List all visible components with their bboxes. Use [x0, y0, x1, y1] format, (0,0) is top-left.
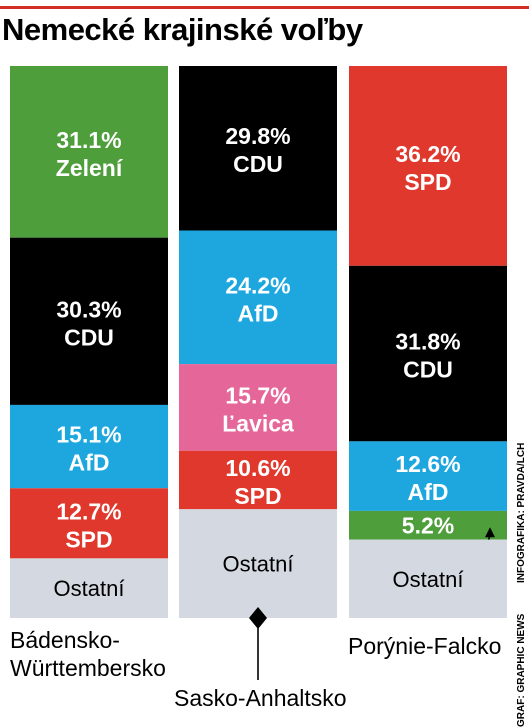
party-label-1-3: SPD — [234, 483, 281, 509]
value-label-1-2: 15.7% — [225, 382, 290, 408]
party-label-0-1: CDU — [64, 324, 114, 350]
party-label-2-1: CDU — [403, 357, 453, 383]
value-label-2-2: 12.6% — [395, 451, 460, 477]
party-label-1-2: Ľavica — [222, 410, 294, 436]
bar-segment-1-0 — [179, 66, 337, 231]
bar-segment-2-0 — [349, 66, 507, 266]
credit-source: GRAF: GRAPHIC NEWS — [516, 613, 527, 727]
party-label-1-1: AfD — [238, 300, 279, 326]
bar-segment-0-1 — [10, 237, 168, 405]
other-label-1: Ostatní — [223, 552, 294, 577]
bar-segment-2-3 — [349, 510, 507, 540]
bar-segment-0-3 — [10, 488, 168, 559]
bar-segment-0-4 — [10, 558, 168, 618]
credit-infographic: INFOGRAFIKA: PRAVDA/LCH — [516, 442, 527, 583]
party-label-2-2: AfD — [408, 479, 449, 505]
bar-segment-0-0 — [10, 66, 168, 238]
category-label-badensko: Bádensko- Württembersko — [10, 627, 166, 681]
bar-segment-2-4 — [349, 539, 507, 618]
value-label-1-3: 10.6% — [225, 455, 290, 481]
value-label-2-3: 5.2% — [402, 512, 454, 538]
bar-segment-1-4 — [179, 509, 337, 618]
category-pointer-diamond — [249, 607, 267, 629]
bar-segment-1-1 — [179, 230, 337, 365]
title-rule — [0, 6, 529, 9]
value-label-0-0: 31.1% — [56, 127, 121, 153]
value-label-0-1: 30.3% — [56, 296, 121, 322]
value-label-0-2: 15.1% — [56, 422, 121, 448]
other-label-2: Ostatní — [393, 567, 464, 592]
value-label-1-1: 24.2% — [225, 272, 290, 298]
value-label-2-1: 31.8% — [395, 329, 460, 355]
other-label-0: Ostatní — [54, 576, 125, 601]
party-label-1-0: CDU — [233, 151, 283, 177]
bar-segment-0-2 — [10, 404, 168, 489]
bar-segment-2-2 — [349, 441, 507, 511]
value-label-1-0: 29.8% — [225, 123, 290, 149]
category-label-porynie: Porýnie-Falcko — [348, 633, 502, 659]
category-label-sasko: Sasko-Anhaltsko — [174, 685, 347, 711]
bar-segment-1-2 — [179, 364, 337, 451]
value-label-2-0: 36.2% — [395, 141, 460, 167]
party-label-0-3: SPD — [65, 526, 112, 552]
bar-segment-2-1 — [349, 265, 507, 442]
party-label-0-2: AfD — [69, 450, 110, 476]
value-label-0-3: 12.7% — [56, 498, 121, 524]
bar-segment-1-3 — [179, 450, 337, 510]
callout-arrowhead-2 — [485, 527, 495, 538]
party-label-2-0: SPD — [404, 169, 451, 195]
page-title: Nemecké krajinské voľby — [2, 12, 363, 47]
party-label-0-0: Zelení — [56, 155, 124, 181]
